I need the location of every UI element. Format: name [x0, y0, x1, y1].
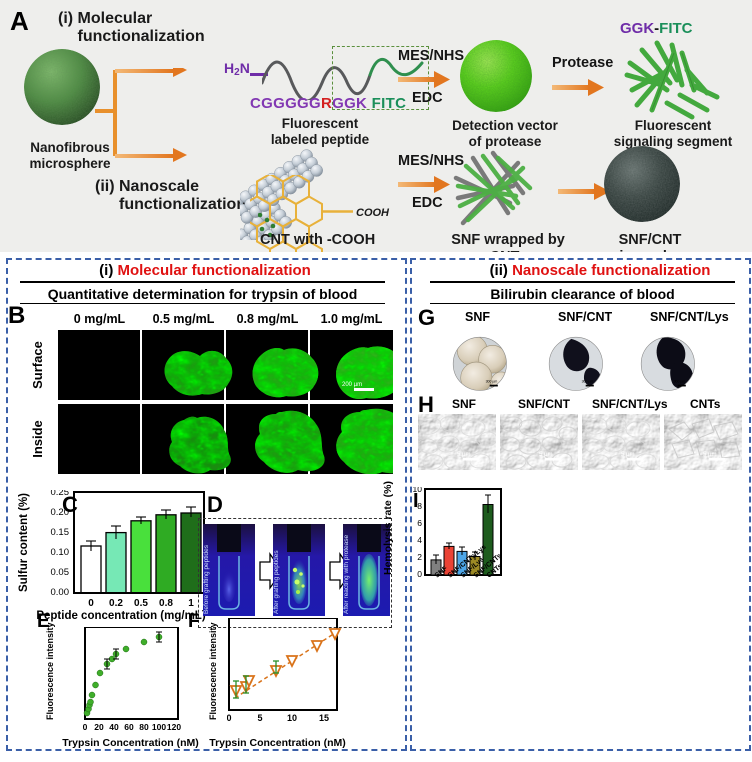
svg-text:10: 10: [287, 713, 297, 723]
svg-text:100: 100: [152, 722, 166, 732]
svg-text:8: 8: [417, 501, 422, 511]
svg-text:10: 10: [413, 487, 423, 494]
svg-text:1: 1: [188, 598, 194, 609]
svg-text:0: 0: [83, 722, 88, 732]
svg-text:300 µm: 300 µm: [674, 379, 686, 383]
svg-text:Before grafting peptides: Before grafting peptides: [203, 544, 210, 614]
svg-text:20: 20: [94, 722, 104, 732]
svg-text:0.25: 0.25: [51, 490, 70, 498]
svg-text:80: 80: [139, 722, 149, 732]
svg-text:5 µm: 5 µm: [621, 452, 634, 458]
svg-text:0.05: 0.05: [51, 567, 70, 578]
svg-text:2: 2: [417, 552, 422, 562]
svg-text:300 µm: 300 µm: [486, 379, 498, 383]
svg-text:60: 60: [124, 722, 134, 732]
svg-text:5 µm: 5 µm: [457, 452, 470, 458]
svg-text:After grafting peptides: After grafting peptides: [273, 550, 280, 614]
svg-text:5 µm: 5 µm: [703, 452, 716, 458]
svg-text:0.2: 0.2: [109, 598, 123, 609]
svg-text:0.8: 0.8: [159, 598, 173, 609]
svg-text:200 µm: 200 µm: [342, 382, 362, 388]
svg-text:300 µm: 300 µm: [582, 379, 594, 383]
svg-text:0.20: 0.20: [51, 507, 70, 518]
svg-text:0: 0: [88, 598, 94, 609]
svg-text:5: 5: [257, 713, 262, 723]
svg-text:5 µm: 5 µm: [539, 452, 552, 458]
svg-text:0.5: 0.5: [134, 598, 148, 609]
svg-text:0.00: 0.00: [51, 587, 70, 598]
svg-text:After reacting with protease: After reacting with protease: [343, 534, 350, 614]
svg-text:120: 120: [167, 722, 181, 732]
svg-text:4: 4: [417, 535, 422, 545]
svg-text:15: 15: [319, 713, 329, 723]
svg-text:0: 0: [227, 713, 232, 723]
svg-text:0.15: 0.15: [51, 527, 70, 538]
svg-text:0.10: 0.10: [51, 547, 70, 558]
svg-text:COOH: COOH: [356, 207, 390, 219]
svg-text:6: 6: [417, 518, 422, 528]
svg-text:40: 40: [109, 722, 119, 732]
svg-text:0: 0: [417, 569, 422, 579]
